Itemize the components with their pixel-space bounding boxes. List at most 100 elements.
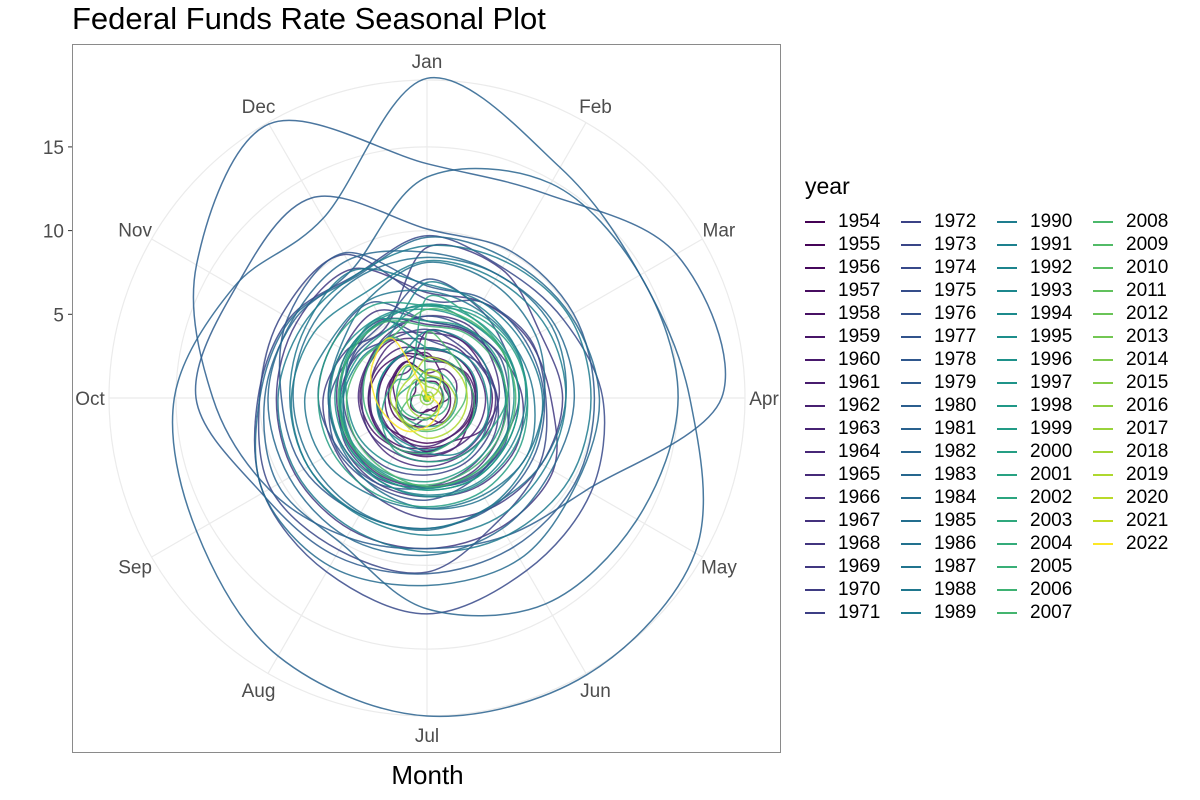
legend-item: 1998 bbox=[997, 394, 1093, 417]
plot-panel-border bbox=[72, 44, 781, 753]
legend-key bbox=[901, 220, 921, 223]
legend-key bbox=[1093, 335, 1113, 338]
legend-column: 1954 1955 1956 1957 1958 1959 1960 1961 1962 1963… bbox=[805, 210, 901, 624]
legend-label: 1969 bbox=[838, 556, 881, 577]
legend-key bbox=[997, 542, 1017, 545]
series-line-2016 bbox=[419, 390, 435, 406]
legend-item: 2003 bbox=[997, 509, 1093, 532]
legend-label: 2017 bbox=[1126, 418, 1169, 439]
legend-item: 1970 bbox=[805, 578, 901, 601]
legend-item: 1963 bbox=[805, 417, 901, 440]
legend-item: 1974 bbox=[901, 256, 997, 279]
legend-item: 1966 bbox=[805, 486, 901, 509]
legend-item: 1956 bbox=[805, 256, 901, 279]
series-line-2000 bbox=[317, 301, 529, 508]
grid-spoke bbox=[426, 122, 587, 399]
legend-label: 2018 bbox=[1126, 441, 1169, 462]
legend-label: 2008 bbox=[1126, 211, 1169, 232]
legend-key bbox=[997, 335, 1017, 338]
legend-key bbox=[805, 565, 825, 568]
legend-label: 1994 bbox=[1030, 303, 1073, 324]
legend-item: 2002 bbox=[997, 486, 1093, 509]
month-label: Dec bbox=[242, 97, 276, 118]
legend-key bbox=[997, 358, 1017, 361]
legend-key bbox=[1093, 358, 1113, 361]
legend-item: 1960 bbox=[805, 348, 901, 371]
legend-item: 2012 bbox=[1093, 302, 1189, 325]
legend-key bbox=[901, 542, 921, 545]
legend-label: 1997 bbox=[1030, 372, 1073, 393]
series-line-1973 bbox=[257, 253, 548, 574]
legend-key bbox=[997, 243, 1017, 246]
legend-key bbox=[1093, 312, 1113, 315]
legend-label: 1991 bbox=[1030, 234, 1073, 255]
series-line-1979 bbox=[194, 195, 596, 575]
legend-key bbox=[1093, 473, 1113, 476]
legend-item: 1999 bbox=[997, 417, 1093, 440]
legend-item: 1982 bbox=[901, 440, 997, 463]
legend-key bbox=[997, 473, 1017, 476]
legend-item: 2008 bbox=[1093, 210, 1189, 233]
legend-key bbox=[901, 404, 921, 407]
series-line-1985 bbox=[292, 256, 567, 531]
legend-item: 1961 bbox=[805, 371, 901, 394]
month-label: Jan bbox=[412, 52, 443, 73]
legend-label: 1962 bbox=[838, 395, 881, 416]
legend-label: 2000 bbox=[1030, 441, 1073, 462]
legend-item: 1989 bbox=[901, 601, 997, 624]
legend-key bbox=[805, 450, 825, 453]
radial-axis: 5 10 15 bbox=[43, 138, 72, 326]
legend-key bbox=[1093, 289, 1113, 292]
series-line-1970 bbox=[322, 243, 564, 520]
legend-item: 1959 bbox=[805, 325, 901, 348]
month-label: Jun bbox=[580, 681, 611, 702]
legend-item: 2007 bbox=[997, 601, 1093, 624]
legend-label: 1986 bbox=[934, 533, 977, 554]
legend-key bbox=[805, 588, 825, 591]
legend-item: 1954 bbox=[805, 210, 901, 233]
month-label: Feb bbox=[579, 97, 612, 118]
legend-label: 1983 bbox=[934, 464, 977, 485]
legend-item: 2018 bbox=[1093, 440, 1189, 463]
legend-label: 1988 bbox=[934, 579, 977, 600]
legend-label: 1959 bbox=[838, 326, 881, 347]
month-labels: Jan Feb Mar Apr May Jun Jul Aug Sep Oct Nov Dec bbox=[75, 52, 779, 747]
legend-item: 1973 bbox=[901, 233, 997, 256]
series-line-2018 bbox=[389, 363, 457, 431]
month-label: Sep bbox=[118, 558, 152, 579]
month-label: Aug bbox=[242, 681, 276, 702]
polar-grid bbox=[108, 79, 746, 717]
legend-key bbox=[805, 358, 825, 361]
legend-item: 1957 bbox=[805, 279, 901, 302]
legend-label: 1998 bbox=[1030, 395, 1073, 416]
series-line-1988 bbox=[289, 267, 544, 530]
legend-key bbox=[997, 220, 1017, 223]
legend-key bbox=[1093, 220, 1113, 223]
legend-label: 2019 bbox=[1126, 464, 1169, 485]
legend-item: 2017 bbox=[1093, 417, 1189, 440]
chart-title: Federal Funds Rate Seasonal Plot bbox=[72, 1, 546, 36]
legend-label: 1984 bbox=[934, 487, 977, 508]
legend-key bbox=[1093, 381, 1113, 384]
legend-key bbox=[901, 427, 921, 430]
legend-label: 2014 bbox=[1126, 349, 1169, 370]
legend-label: 1978 bbox=[934, 349, 977, 370]
legend-key bbox=[805, 335, 825, 338]
legend-item: 1994 bbox=[997, 302, 1093, 325]
legend-label: 1981 bbox=[934, 418, 977, 439]
r-tick-label: 15 bbox=[43, 138, 64, 159]
legend-item: 1980 bbox=[901, 394, 997, 417]
legend-item: 1972 bbox=[901, 210, 997, 233]
legend-item: 2004 bbox=[997, 532, 1093, 555]
legend-key bbox=[805, 404, 825, 407]
legend-key bbox=[805, 289, 825, 292]
legend-label: 1975 bbox=[934, 280, 977, 301]
legend-item: 1962 bbox=[805, 394, 901, 417]
legend-item: 1993 bbox=[997, 279, 1093, 302]
legend-label: 2001 bbox=[1030, 464, 1073, 485]
legend-label: 2002 bbox=[1030, 487, 1073, 508]
legend-key bbox=[1093, 450, 1113, 453]
legend-key bbox=[997, 565, 1017, 568]
month-label: Oct bbox=[75, 389, 105, 410]
series-line-1983 bbox=[267, 250, 576, 557]
